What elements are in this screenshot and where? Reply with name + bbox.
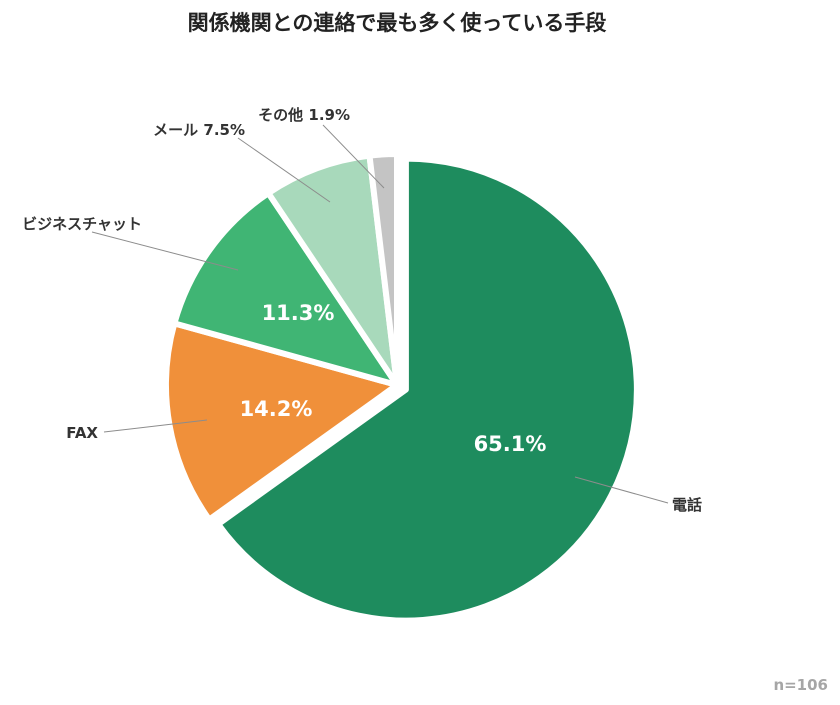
pie-slices xyxy=(163,151,640,624)
slice-category-label-1: FAX xyxy=(66,424,98,442)
slice-category-label-2: ビジネスチャット xyxy=(22,215,142,233)
leader-line-1 xyxy=(103,419,208,433)
slice-labels: 電話 65.1% FAX 14.2% ビジネスチャット 11.3% メール 7.5% その他 … xyxy=(22,106,702,514)
leader-line-4 xyxy=(322,124,385,189)
slice-category-label-4: その他 1.9% xyxy=(258,106,350,124)
leader-line-2 xyxy=(91,231,239,271)
leader-line-3 xyxy=(237,137,331,203)
leader-lines xyxy=(91,124,669,504)
slice-value-label-2: 11.3% xyxy=(262,301,335,325)
pie-slice-0 xyxy=(215,155,640,624)
slice-category-label-3: メール 7.5% xyxy=(153,121,245,139)
pie-slice-1 xyxy=(163,320,400,523)
slice-value-label-0: 65.1% xyxy=(474,432,547,456)
leader-line-0 xyxy=(574,476,669,504)
pie-slice-4 xyxy=(366,151,400,388)
slice-value-label-1: 14.2% xyxy=(240,397,313,421)
sample-size-note: n=106 xyxy=(773,676,828,694)
pie-slice-2 xyxy=(171,190,400,388)
chart-title: 関係機関との連絡で最も多く使っている手段 xyxy=(188,11,607,35)
slice-category-label-0: 電話 xyxy=(672,496,702,514)
